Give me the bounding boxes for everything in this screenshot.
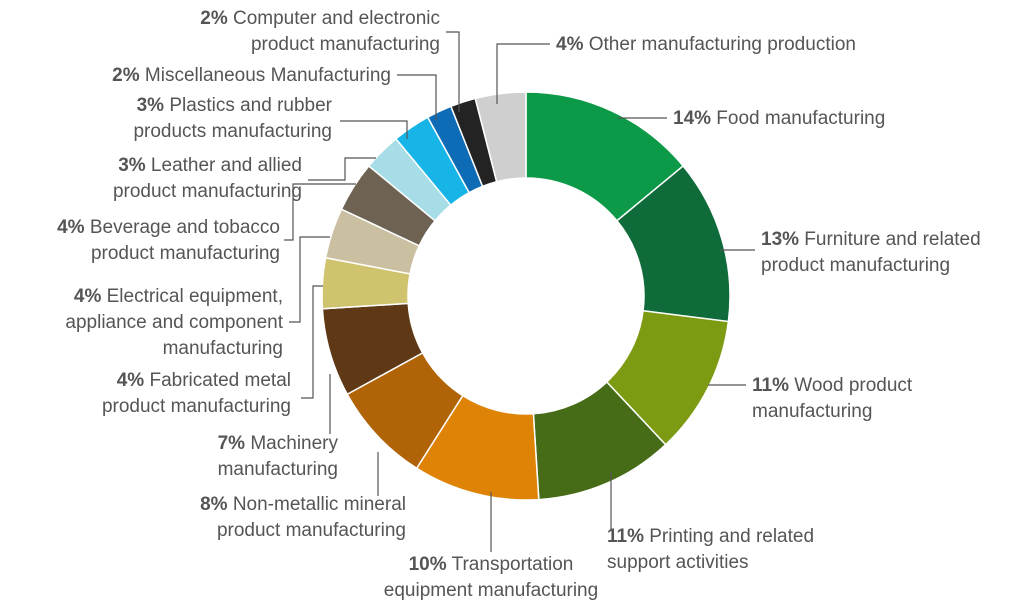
leader-line-10: [284, 183, 356, 241]
slice-label-6: 8% Non-metallic mineral product manufactu…: [200, 494, 406, 541]
donut-slices: [321, 91, 731, 501]
slice-percent-2: 13%: [761, 229, 799, 250]
slice-label-1: 14% Food manufacturing: [673, 108, 885, 129]
slice-percent-4: 11%: [607, 526, 644, 547]
slice-percent-6: 8%: [200, 494, 228, 515]
slice-percent-10: 4%: [57, 217, 85, 238]
slice-label-7: 7% Machinery manufacturing: [218, 433, 339, 480]
slice-label-10: 4% Beverage and tobacco product manufactu…: [57, 217, 280, 264]
slice-label-14: 2% Computer and electronic product manufa…: [200, 8, 440, 55]
slice-labels: 14% Food manufacturing 13% Furniture and …: [57, 8, 981, 601]
slice-percent-5: 10%: [409, 554, 447, 575]
slice-percent-14: 2%: [200, 8, 228, 29]
slice-label-3: 11% Wood product manufacturing: [752, 375, 913, 422]
leader-line-15: [496, 43, 550, 104]
leader-line-9: [289, 236, 330, 323]
leader-line-11: [308, 157, 376, 181]
leader-line-13: [397, 74, 437, 120]
slice-percent-15: 4%: [556, 34, 584, 55]
slice-label-8: 4% Fabricated metal product manufacturing: [102, 370, 291, 417]
slice-label-15: 4% Other manufacturing production: [556, 34, 856, 55]
slice-percent-3: 11%: [752, 375, 789, 396]
leader-lines: [284, 31, 755, 552]
slice-label-5: 10% Transportation equipment manufacturin…: [384, 554, 598, 601]
slice-label-2: 13% Furniture and related product manufac…: [761, 229, 981, 276]
slice-percent-9: 4%: [74, 286, 102, 307]
leader-line-14: [446, 31, 460, 112]
leader-line-12: [340, 120, 408, 139]
slice-label-9: 4% Electrical equipment, appliance and co…: [65, 286, 283, 359]
leader-line-8: [301, 285, 323, 399]
slice-label-11: 3% Leather and allied product manufacturi…: [113, 155, 302, 202]
slice-label-4: 11% Printing and related support activiti…: [607, 526, 814, 573]
slice-percent-13: 2%: [112, 65, 140, 86]
slice-label-12: 3% Plastics and rubber products manufactu…: [133, 95, 332, 142]
slice-percent-1: 14%: [673, 108, 711, 129]
slice-15: [474, 91, 527, 183]
slice-label-13: 2% Miscellaneous Manufacturing: [112, 65, 391, 86]
slice-percent-11: 3%: [118, 155, 146, 176]
slice-percent-12: 3%: [137, 95, 165, 116]
slice-percent-7: 7%: [218, 433, 246, 454]
slice-percent-8: 4%: [117, 370, 145, 391]
